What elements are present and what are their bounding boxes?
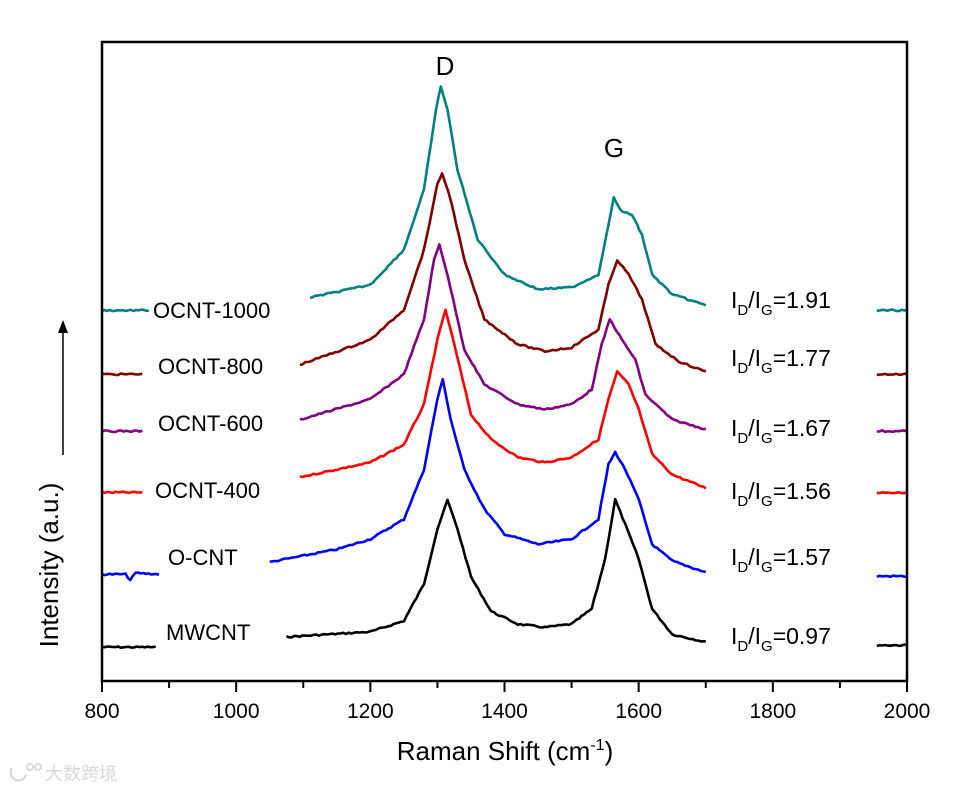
ratio-part: /I <box>748 287 761 313</box>
ratio-part: D <box>737 360 748 377</box>
y-axis-arrow-icon <box>58 320 68 455</box>
ratio-part: =1.91 <box>773 287 831 313</box>
series-line-ocnt-600 <box>101 429 143 434</box>
ratio-part: I <box>731 415 737 441</box>
x-axis-title-close: ) <box>605 736 614 766</box>
ratio-part: /I <box>748 544 761 570</box>
ratio-part: D <box>737 430 748 447</box>
ratio-part: /I <box>748 345 761 371</box>
ratio-part: =1.77 <box>773 345 831 371</box>
series-line-ocnt-400 <box>876 490 908 495</box>
ratio-part: /I <box>748 623 761 649</box>
x-tick-label: 2000 <box>884 700 931 723</box>
series-line-ocnt-1000 <box>876 308 908 313</box>
peak-label-d: D <box>436 51 455 81</box>
ratio-part: =1.67 <box>773 415 831 441</box>
ratio-label-ocnt-400: ID/IG=1.56 <box>731 478 831 510</box>
series-label-ocnt-1000: OCNT-1000 <box>153 298 270 323</box>
ratio-label-mwcnt: ID/IG=0.97 <box>731 623 831 655</box>
ratio-part: D <box>737 302 748 319</box>
ratio-part: /I <box>748 478 761 504</box>
series-label-ocnt-800: OCNT-800 <box>158 354 263 379</box>
series-line-mwcnt <box>101 645 156 650</box>
series-line-o-cnt <box>101 571 160 582</box>
series-line-ocnt-1000 <box>101 308 150 313</box>
ratio-part: G <box>761 493 773 510</box>
series-line-ocnt-800 <box>101 372 143 377</box>
ratio-labels: ID/IG=0.97ID/IG=1.57ID/IG=1.56ID/IG=1.67… <box>731 287 831 655</box>
ratio-part: G <box>761 638 773 655</box>
x-ticks: 800 1000 1200 1400 1600 1800 2000 <box>84 681 930 723</box>
ratio-part: I <box>731 287 737 313</box>
series-line-ocnt-400 <box>101 490 143 495</box>
x-tick-label: 1400 <box>481 700 528 723</box>
series-label-ocnt-400: OCNT-400 <box>155 478 260 503</box>
series-line-ocnt-400 <box>299 308 707 490</box>
ratio-part: I <box>731 623 737 649</box>
ratio-part: D <box>737 493 748 510</box>
ratio-part: =0.97 <box>773 623 831 649</box>
ratio-part: =1.56 <box>773 478 831 504</box>
ratio-part: /I <box>748 415 761 441</box>
watermark: 大数跨境 <box>45 764 117 784</box>
ratio-part: G <box>761 430 773 447</box>
series-line-o-cnt <box>876 574 908 579</box>
x-tick-label: 1000 <box>213 700 260 723</box>
ratio-part: G <box>761 360 773 377</box>
series-label-ocnt-600: OCNT-600 <box>158 411 263 436</box>
ratio-part: =1.57 <box>773 544 831 570</box>
ratio-part: I <box>731 345 737 371</box>
x-axis-title: Raman Shift (cm-1) <box>397 736 614 766</box>
series-labels: OCNT-1000 OCNT-800 OCNT-600 OCNT-400 O-C… <box>153 298 270 645</box>
series-line-mwcnt <box>285 497 706 643</box>
series-line-ocnt-600 <box>299 243 707 431</box>
x-tick-label: 800 <box>84 700 119 723</box>
ratio-part: I <box>731 544 737 570</box>
series-line-ocnt-800 <box>876 372 908 377</box>
ratio-part: I <box>731 478 737 504</box>
ratio-label-ocnt-600: ID/IG=1.67 <box>731 415 831 447</box>
ratio-part: D <box>737 638 748 655</box>
ratio-part: G <box>761 302 773 319</box>
ratio-label-ocnt-800: ID/IG=1.77 <box>731 345 831 377</box>
ratio-label-ocnt-1000: ID/IG=1.91 <box>731 287 831 319</box>
series-line-ocnt-1000 <box>309 85 707 307</box>
x-tick-label: 1600 <box>615 700 662 723</box>
ratio-label-o-cnt: ID/IG=1.57 <box>731 544 831 576</box>
x-axis-title-sup: -1 <box>590 737 604 754</box>
ratio-part: G <box>761 559 773 576</box>
peak-label-g: G <box>604 133 624 163</box>
watermark-logo-icon <box>9 763 42 782</box>
series-line-ocnt-600 <box>876 429 908 434</box>
series-label-o-cnt: O-CNT <box>168 545 238 570</box>
x-tick-label: 1200 <box>347 700 394 723</box>
ratio-part: D <box>737 559 748 576</box>
x-tick-label: 1800 <box>749 700 796 723</box>
x-axis-title-main: Raman Shift (cm <box>397 736 591 766</box>
series-label-mwcnt: MWCNT <box>166 620 250 645</box>
y-axis-title: Intensity (a.u.) <box>34 483 64 648</box>
series-line-ocnt-800 <box>299 172 707 373</box>
series-line-o-cnt <box>269 377 707 574</box>
series-line-mwcnt <box>876 643 908 648</box>
series-curves <box>101 85 908 650</box>
